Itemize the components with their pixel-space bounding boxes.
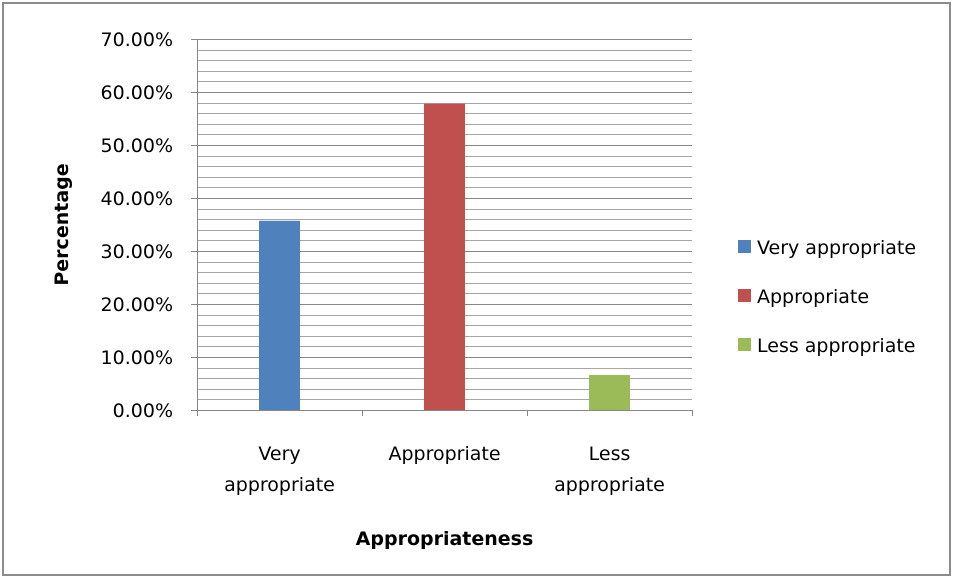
legend-swatch xyxy=(738,338,751,351)
y-tick-labels: 0.00% 10.00% 20.00% 30.00% 40.00% 50.00% 60.00… xyxy=(101,29,173,422)
bar xyxy=(589,375,630,410)
x-category-label: Appropriate xyxy=(388,443,500,465)
y-tick-label: 40.00% xyxy=(101,188,173,210)
legend-label: Very appropriate xyxy=(757,237,916,259)
x-category-label: appropriate xyxy=(554,474,665,496)
y-tick-label: 0.00% xyxy=(113,400,173,422)
y-tick-label: 50.00% xyxy=(101,135,173,157)
x-category-label: appropriate xyxy=(224,474,335,496)
bar xyxy=(259,220,300,410)
x-category-labels: Very appropriate Appropriate Less appropriat… xyxy=(224,443,665,496)
y-tick-label: 20.00% xyxy=(101,294,173,316)
legend-swatch xyxy=(738,240,751,253)
y-tick-label: 10.00% xyxy=(101,347,173,369)
y-axis-title: Percentage xyxy=(51,163,73,285)
legend-label: Less appropriate xyxy=(757,335,916,357)
legend-label: Appropriate xyxy=(757,286,869,308)
legend: Very appropriate Appropriate Less appropri… xyxy=(738,237,916,357)
y-tick-label: 60.00% xyxy=(101,82,173,104)
bar xyxy=(424,103,465,410)
x-category-label: Less xyxy=(589,443,631,465)
bars xyxy=(259,103,630,410)
x-category-label: Very xyxy=(258,443,300,465)
x-axis-title: Appropriateness xyxy=(356,528,534,550)
y-tick-label: 70.00% xyxy=(101,29,173,51)
axes xyxy=(191,39,693,416)
y-tick-label: 30.00% xyxy=(101,241,173,263)
legend-swatch xyxy=(738,289,751,302)
